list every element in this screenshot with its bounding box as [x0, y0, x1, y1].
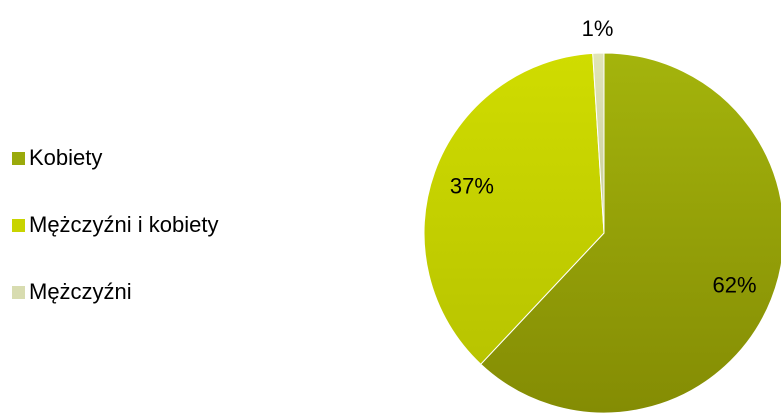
legend-swatch-kobiety	[12, 151, 25, 165]
pie-label-kobiety: 62%	[713, 273, 757, 298]
legend-swatch-mezczyzni-i-kobiety	[12, 218, 25, 232]
pie-slice-mezczyzni	[592, 52, 605, 234]
legend-item-mezczyzni: Mężczyźni	[12, 280, 312, 304]
pie-slices	[423, 52, 781, 414]
pie-slice-mezczyzni-i-kobiety	[423, 52, 605, 365]
legend-item-kobiety: Kobiety	[12, 146, 312, 170]
legend-label-mezczyzni-i-kobiety: Mężczyźni i kobiety	[29, 212, 219, 237]
pie-labels: 62% 37% 1%	[450, 16, 757, 298]
pie-slice-kobiety	[480, 52, 781, 414]
pie-label-mezczyzni-i-kobiety: 37%	[450, 173, 494, 198]
legend-swatch-mezczyzni	[12, 285, 25, 299]
legend-label-mezczyzni: Mężczyźni	[29, 279, 132, 304]
legend-label-kobiety: Kobiety	[29, 145, 103, 170]
pie-label-mezczyzni: 1%	[582, 16, 614, 41]
legend-item-mezczyzni-i-kobiety: Mężczyźni i kobiety	[12, 213, 312, 237]
legend: Kobiety Mężczyźni i kobiety Mężczyźni	[12, 146, 312, 304]
